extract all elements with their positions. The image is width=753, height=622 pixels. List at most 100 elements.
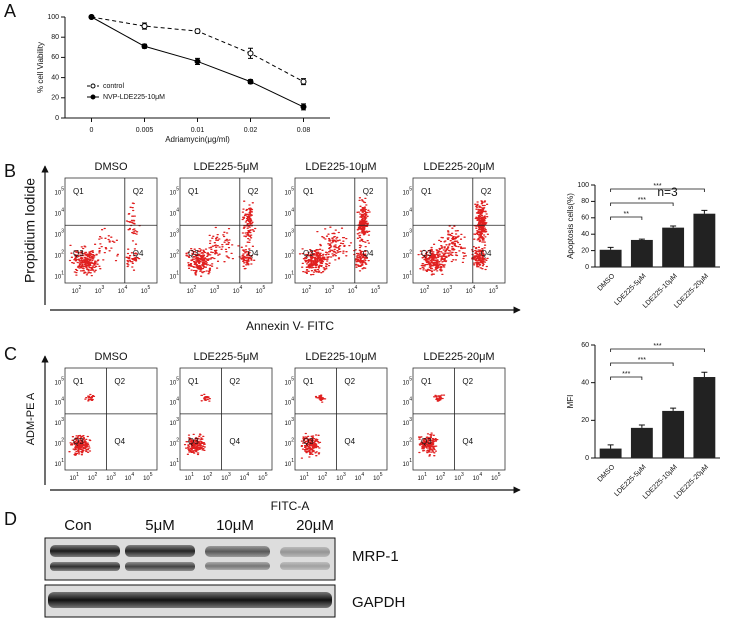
quadrant-label: Q3: [303, 249, 314, 258]
tick-base: 10: [403, 232, 410, 238]
tick-exponent: 2: [409, 250, 412, 256]
tick-exponent: 2: [61, 250, 64, 256]
tick-exponent: 5: [61, 377, 64, 383]
tick-base: 10: [417, 476, 424, 482]
tick-base: 10: [55, 274, 62, 280]
plot-frame: [412, 177, 506, 284]
plot-frame: [64, 367, 158, 471]
tick-base: 10: [170, 232, 177, 238]
tick-exponent: 2: [193, 285, 196, 291]
x-tick-label: 101: [184, 472, 194, 481]
tick-base: 10: [403, 211, 410, 217]
tick-exponent: 4: [472, 285, 475, 291]
x-tick-label: 102: [302, 285, 312, 294]
tick-base: 10: [55, 232, 62, 238]
x-axis-title: FITC-A: [271, 499, 310, 513]
tick-exponent: 5: [380, 472, 383, 478]
quadrant-label: Q1: [421, 377, 432, 386]
y-tick-label: 104: [55, 208, 65, 217]
tick-base: 10: [170, 380, 177, 386]
y-tick-label: 105: [55, 187, 65, 196]
tick-exponent: 3: [176, 229, 179, 235]
tick-base: 10: [371, 289, 378, 295]
quadrant-label: Q1: [303, 187, 314, 196]
plot-title: LDE225-5μM: [193, 351, 258, 363]
tick-base: 10: [210, 289, 217, 295]
x-tick-label: 104: [473, 472, 483, 481]
tick-base: 10: [256, 289, 263, 295]
tick-base: 10: [403, 421, 410, 427]
tick-base: 10: [55, 380, 62, 386]
tick-exponent: 5: [409, 187, 412, 193]
tick-exponent: 2: [61, 438, 64, 444]
tick-exponent: 5: [498, 472, 501, 478]
events: [68, 202, 141, 277]
bar: [599, 249, 622, 267]
y-tick-label: 60: [581, 342, 589, 349]
point: [300, 103, 307, 110]
quadrant-label: Q3: [73, 249, 84, 258]
tick-base: 10: [187, 289, 194, 295]
significance-label: ***: [638, 197, 646, 204]
tick-exponent: 3: [461, 472, 464, 478]
x-tick-label: 102: [318, 472, 328, 481]
error-bar: [701, 371, 708, 378]
x-tick-label: 105: [491, 472, 501, 481]
panel-label: C: [4, 344, 17, 364]
tick-base: 10: [55, 190, 62, 196]
tick-base: 10: [125, 476, 132, 482]
plot-frame: [179, 177, 273, 284]
point: [247, 50, 254, 57]
y-tick-label: 103: [285, 229, 295, 238]
y-axis-title: ADM-PE A: [25, 392, 37, 445]
tick-base: 10: [299, 476, 306, 482]
y-tick-label: 105: [285, 187, 295, 196]
annotation: n=3: [657, 185, 678, 199]
quadrant-label: Q4: [133, 249, 144, 258]
plot-title: LDE225-20μM: [423, 161, 494, 173]
lane-label: 5μM: [145, 517, 174, 534]
tick-exponent: 3: [449, 285, 452, 291]
tick-exponent: 1: [61, 458, 64, 464]
tick-exponent: 5: [150, 472, 153, 478]
quadrant-label: Q1: [303, 377, 314, 386]
x-tick-label: 104: [466, 285, 476, 294]
tick-exponent: 2: [291, 250, 294, 256]
tick-exponent: 3: [343, 472, 346, 478]
bar: [599, 448, 622, 458]
events: [300, 394, 327, 459]
x-tick-label: 104: [118, 285, 128, 294]
tick-base: 10: [72, 289, 79, 295]
legend-label: control: [103, 83, 124, 90]
quadrant-label: Q2: [248, 187, 259, 196]
tick-exponent: 2: [176, 250, 179, 256]
tick-base: 10: [285, 211, 292, 217]
tick-base: 10: [170, 211, 177, 217]
tick-base: 10: [336, 476, 343, 482]
tick-base: 10: [285, 441, 292, 447]
y-tick-label: 102: [403, 438, 413, 447]
y-tick-label: 104: [403, 397, 413, 406]
tick-base: 10: [489, 289, 496, 295]
tick-base: 10: [55, 421, 62, 427]
y-tick-label: 60: [581, 215, 589, 222]
y-tick-label: 102: [55, 438, 65, 447]
point: [194, 28, 201, 35]
x-tick-label: 103: [221, 472, 231, 481]
legend-marker: [90, 94, 96, 100]
quadrant-label: Q1: [421, 187, 432, 196]
tick-base: 10: [436, 476, 443, 482]
tick-exponent: 3: [409, 229, 412, 235]
tick-exponent: 1: [61, 271, 64, 277]
events: [68, 393, 96, 456]
y-tick-label: 102: [170, 438, 180, 447]
x-tick-label: 103: [454, 472, 464, 481]
error-bar: [670, 407, 677, 411]
point: [141, 43, 148, 50]
events: [417, 200, 490, 276]
tick-exponent: 1: [409, 271, 412, 277]
y-tick-label: 40: [581, 231, 589, 238]
lane-label: 10μM: [216, 517, 254, 534]
tick-base: 10: [170, 461, 177, 467]
point: [194, 58, 201, 65]
